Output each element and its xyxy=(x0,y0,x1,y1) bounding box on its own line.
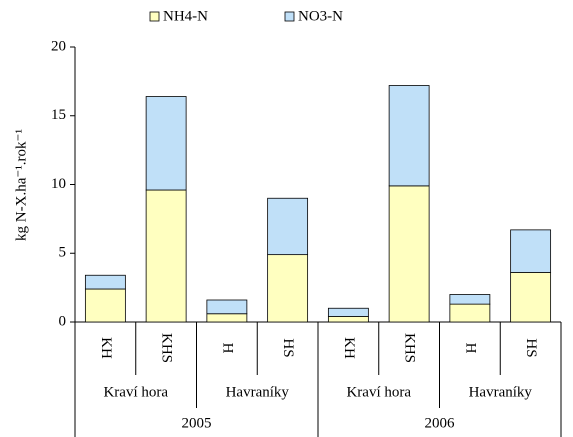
y-axis-label: kg N-X.ha⁻¹.rok⁻¹ xyxy=(13,129,29,241)
bar-segment xyxy=(449,303,491,323)
bar-segment xyxy=(84,274,126,290)
legend-label: NH4-N xyxy=(163,8,208,24)
x-tick-label: KH xyxy=(98,337,114,359)
legend-swatch xyxy=(284,11,295,22)
bar-segment xyxy=(449,294,491,305)
x-tick-label: KHS xyxy=(402,333,418,363)
legend-label: NO3-N xyxy=(298,8,343,24)
bar-segment xyxy=(327,316,369,323)
y-tick-label: 20 xyxy=(51,38,66,54)
site-label: Kraví hora xyxy=(346,384,411,400)
y-tick-label: 15 xyxy=(51,107,66,123)
bar-segment xyxy=(145,189,187,323)
bar-segment xyxy=(327,307,369,317)
y-tick-label: 0 xyxy=(59,313,67,329)
x-tick-label: KH xyxy=(341,337,357,359)
bar-segment xyxy=(145,96,187,191)
bar-segment xyxy=(510,229,552,273)
legend-swatch xyxy=(149,11,160,22)
bar-segment xyxy=(84,288,126,323)
x-tick-label: HS xyxy=(523,338,539,357)
bar-segment xyxy=(206,299,248,315)
x-tick-label: HS xyxy=(280,338,296,357)
bar-segment xyxy=(206,313,248,323)
site-label: Kraví hora xyxy=(103,384,168,400)
bar-segment xyxy=(510,272,552,323)
year-label: 2005 xyxy=(182,415,212,431)
bar-segment xyxy=(388,85,430,187)
y-tick-label: 10 xyxy=(51,176,66,192)
year-label: 2006 xyxy=(425,415,456,431)
bar-segment xyxy=(267,254,309,323)
site-label: Havraníky xyxy=(469,384,533,400)
x-tick-label: H xyxy=(462,343,478,354)
y-tick-label: 5 xyxy=(59,245,67,261)
site-label: Havraníky xyxy=(226,384,290,400)
bar-segment xyxy=(388,185,430,323)
x-tick-label: H xyxy=(219,343,235,354)
bar-segment xyxy=(267,197,309,256)
x-tick-label: KHS xyxy=(159,333,175,363)
